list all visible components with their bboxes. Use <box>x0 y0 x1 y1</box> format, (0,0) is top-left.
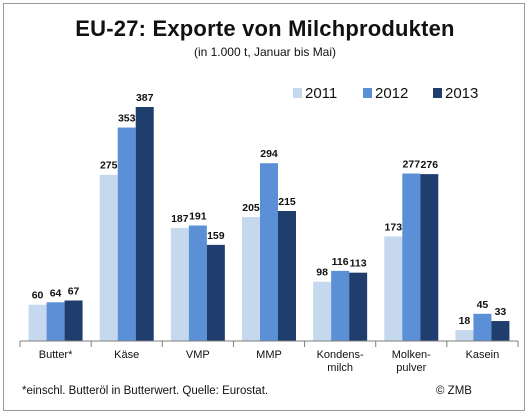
legend-label-2011: 2011 <box>305 85 337 102</box>
bar-2011-4 <box>313 281 332 341</box>
data-label-2012-5: 277 <box>403 159 421 171</box>
bar-2012-2 <box>188 225 207 341</box>
bar-2013-2 <box>206 244 225 341</box>
data-label-2013-4: 113 <box>350 258 367 270</box>
data-label-2013-3: 215 <box>278 196 296 208</box>
data-label-2012-3: 294 <box>260 148 278 160</box>
legend-label-2013: 2013 <box>445 85 478 102</box>
footnote: *einschl. Butteröl in Butterwert. Quelle… <box>22 385 269 397</box>
x-tick-label-2-0: VMP <box>186 349 210 361</box>
x-tick-label-0-0: Butter* <box>39 349 73 361</box>
bar-2011-2 <box>170 227 189 341</box>
bar-2012-6 <box>473 313 492 341</box>
legend-swatch-2011 <box>293 88 302 98</box>
data-label-2012-6: 45 <box>477 299 489 311</box>
bar-2011-3 <box>242 217 260 341</box>
bar-2013-5 <box>420 174 439 341</box>
x-tick-label-6-0: Kasein <box>466 349 500 361</box>
x-tick-label-5-0: Molken- <box>392 349 431 361</box>
chart-subtitle: (in 1.000 t, Januar bis Mai) <box>193 45 337 59</box>
bar-2012-5 <box>402 173 421 341</box>
copyright-label: © ZMB <box>436 385 472 397</box>
legend-swatch-2013 <box>433 88 442 98</box>
bar-2013-0 <box>64 300 83 341</box>
bar-2012-0 <box>46 302 65 341</box>
data-label-2012-2: 191 <box>189 211 207 223</box>
bar-2012-3 <box>260 163 278 341</box>
data-label-2013-6: 33 <box>495 306 507 318</box>
bar-2011-1 <box>99 174 118 341</box>
data-label-2013-2: 159 <box>207 230 225 242</box>
data-label-2011-0: 60 <box>32 290 44 302</box>
x-tick-label-4-1: milch <box>327 362 353 374</box>
data-label-2011-1: 275 <box>100 160 118 172</box>
bar-2013-4 <box>349 272 368 341</box>
data-label-2012-0: 64 <box>50 287 62 299</box>
x-tick-label-4-0: Kondens- <box>317 349 364 361</box>
data-label-2011-2: 187 <box>171 213 189 225</box>
bar-2013-6 <box>491 321 510 341</box>
chart-title: EU-27: Exporte von Milchprodukten <box>75 16 455 41</box>
data-label-2011-5: 173 <box>385 221 403 233</box>
x-tick-label-5-1: pulver <box>396 362 426 374</box>
data-label-2011-3: 205 <box>242 202 260 214</box>
data-label-2013-5: 276 <box>421 159 439 171</box>
data-label-2013-0: 67 <box>68 285 80 297</box>
x-tick-label-1-0: Käse <box>114 349 139 361</box>
legend-swatch-2012 <box>363 88 372 98</box>
data-label-2013-1: 387 <box>136 92 154 104</box>
bar-2013-3 <box>278 211 296 341</box>
data-label-2012-4: 116 <box>332 256 349 268</box>
legend-label-2012: 2012 <box>375 85 408 102</box>
bar-2011-6 <box>455 330 474 341</box>
data-label-2012-1: 353 <box>118 113 136 125</box>
data-label-2011-4: 98 <box>316 267 328 279</box>
bar-2013-1 <box>135 107 154 341</box>
data-label-2011-6: 18 <box>459 315 471 327</box>
bar-2011-0 <box>28 304 47 341</box>
bar-2011-5 <box>384 236 403 341</box>
bar-2012-1 <box>117 127 136 341</box>
x-tick-label-3-0: MMP <box>256 349 282 361</box>
bar-2012-4 <box>331 270 350 341</box>
